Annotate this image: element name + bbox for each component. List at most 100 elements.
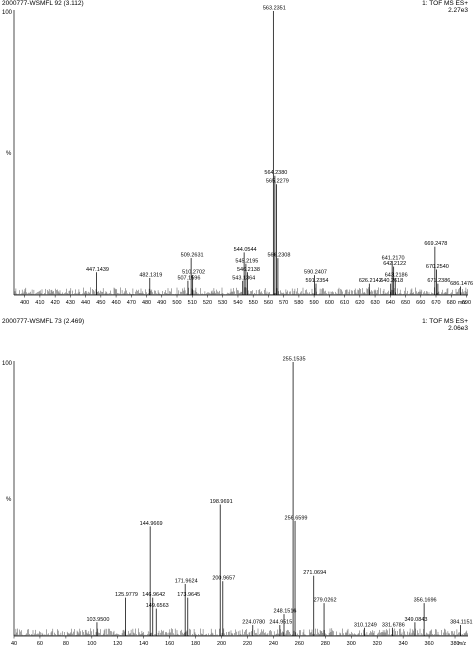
x-tick-label: 220 [243,641,252,645]
x-tick-label: 260 [295,641,304,645]
peak-label: 356.1696 [414,598,437,604]
peak-label: 149.6563 [146,603,169,609]
x-tick-label: 550 [249,300,258,306]
x-tick-label: 630 [370,300,379,306]
peak-label: 669.2478 [424,241,447,247]
x-tick-label: 620 [355,300,364,306]
x-tick-label: 360 [424,641,433,645]
x-tick-label: 450 [96,300,105,306]
peak-label: 509.2631 [181,253,204,259]
y-unit-label: % [6,497,12,503]
peak-label: 641.2170 [382,255,405,261]
x-tick-label: 340 [399,641,408,645]
noise-baseline [14,628,468,636]
peak-label: 171.9624 [175,578,198,584]
spectrum-1-plot: 100% 400 410 420 430 440 450 460 470 480 490 500 510… [2,6,473,307]
x-tick-label: 430 [66,300,75,306]
x-tick-label: 590 [310,300,319,306]
peak-label: 545.2195 [235,258,258,264]
x-tick-label: 490 [157,300,166,306]
y-max-label: 100 [2,361,13,367]
x-tick-label: 600 [325,300,334,306]
spectrum-1-sample-id: 2000777-WSMFL 92 (3.112) [2,0,84,7]
peak-label: 310.1249 [354,622,377,628]
x-tick-label: 410 [35,300,44,306]
peak-label: 507.1596 [177,275,200,281]
spectrum-panel-2: 2000777-WSMFL 73 (2.469) 1: TOF MS ES+ 2… [0,318,474,645]
peak-label: 125.9779 [115,592,138,598]
noise-baseline [14,287,468,295]
x-tick-label: 100 [87,641,96,645]
x-tick-label: 610 [340,300,349,306]
peak-label: 686.1476 [450,281,473,287]
x-tick-label: 460 [111,300,120,306]
x-tick-label: 500 [172,300,181,306]
x-tick-label: 480 [142,300,151,306]
peak-label: 543.1364 [232,275,255,281]
x-tick-label: 510 [188,300,197,306]
spectrum-2-intensity-max: 2.06e3 [448,325,468,332]
x-tick-label: 80 [63,641,69,645]
spectrum-panel-1: 2000777-WSMFL 92 (3.112) 1: TOF MS ES+ 2… [0,0,474,312]
peak-label: 256.6599 [285,515,308,521]
x-tick-label: 380 [450,641,459,645]
x-tick-label: 690 [462,300,471,306]
x-tick-label: 650 [401,300,410,306]
peak-label: 144.9669 [140,521,163,527]
x-tick-label: 120 [113,641,122,645]
x-tick-label: 570 [279,300,288,306]
peak-label: 447.1439 [86,267,109,273]
x-tick-label: 180 [191,641,200,645]
peak-label: 640.2618 [380,278,403,284]
x-tick-label: 530 [218,300,227,306]
x-tick-label: 160 [165,641,174,645]
x-tick-label: 540 [233,300,242,306]
x-tick-label: 300 [347,641,356,645]
x-tick-label: 40 [11,641,17,645]
peak-label: 544.0544 [234,247,257,253]
x-tick-label: 240 [269,641,278,645]
x-tick-label: 580 [294,300,303,306]
peak-label: 546.2138 [237,267,260,273]
peak-label: 200.9657 [212,576,235,582]
x-tick-label: 320 [373,641,382,645]
peak-label: 591.2354 [306,278,329,284]
x-tick-label: 520 [203,300,212,306]
peak-label: 224.0780 [242,620,265,626]
peak-label: 248.1516 [274,609,297,615]
peak-label: 331.6786 [382,622,405,628]
peak-label: 590.2407 [304,270,327,276]
spectrum-1-mode: 1: TOF MS ES+ [422,0,468,7]
peak-label: 563.2351 [263,6,286,12]
peak-label: 198.9691 [210,499,233,505]
peak-label: 103.9500 [86,617,109,623]
x-tick-label: 200 [217,641,226,645]
x-tick-label: 60 [37,641,43,645]
peak-label: 173.9645 [177,592,200,598]
x-tick-label: 670 [431,300,440,306]
peak-label: 255.1535 [283,357,306,363]
peak-label: 510.2702 [182,270,205,276]
x-tick-label: 280 [321,641,330,645]
spectrum-2-plot: 100% 40 60 80 100 120 140 160 180 200 220 240 260 280… [2,357,473,645]
spectrum-1-intensity-max: 2.27e3 [448,7,468,14]
peak-label: 349.0843 [404,617,427,623]
x-tick-label: 440 [81,300,90,306]
peak-label: 564.2380 [264,170,287,176]
x-tick-label: 420 [51,300,60,306]
x-tick-label: 660 [416,300,425,306]
spectrum-2-mode: 1: TOF MS ES+ [422,318,468,325]
y-unit-label: % [6,151,12,157]
x-tick-label: 400 [20,300,29,306]
x-unit-label: m/z [458,641,467,645]
peak-label: 671.2386 [427,278,450,284]
peak-label: 642.2122 [383,261,406,267]
peak-label: 279.0262 [314,598,337,604]
spectrum-2-sample-id: 2000777-WSMFL 73 (2.469) [2,318,85,325]
peak-label: 566.2308 [267,253,290,259]
y-max-label: 100 [2,10,13,16]
peak-label: 384.1151 [450,620,473,626]
x-tick-label: 680 [447,300,456,306]
peak-label: 643.2186 [385,272,408,278]
peak-label: 670.2540 [426,264,449,270]
